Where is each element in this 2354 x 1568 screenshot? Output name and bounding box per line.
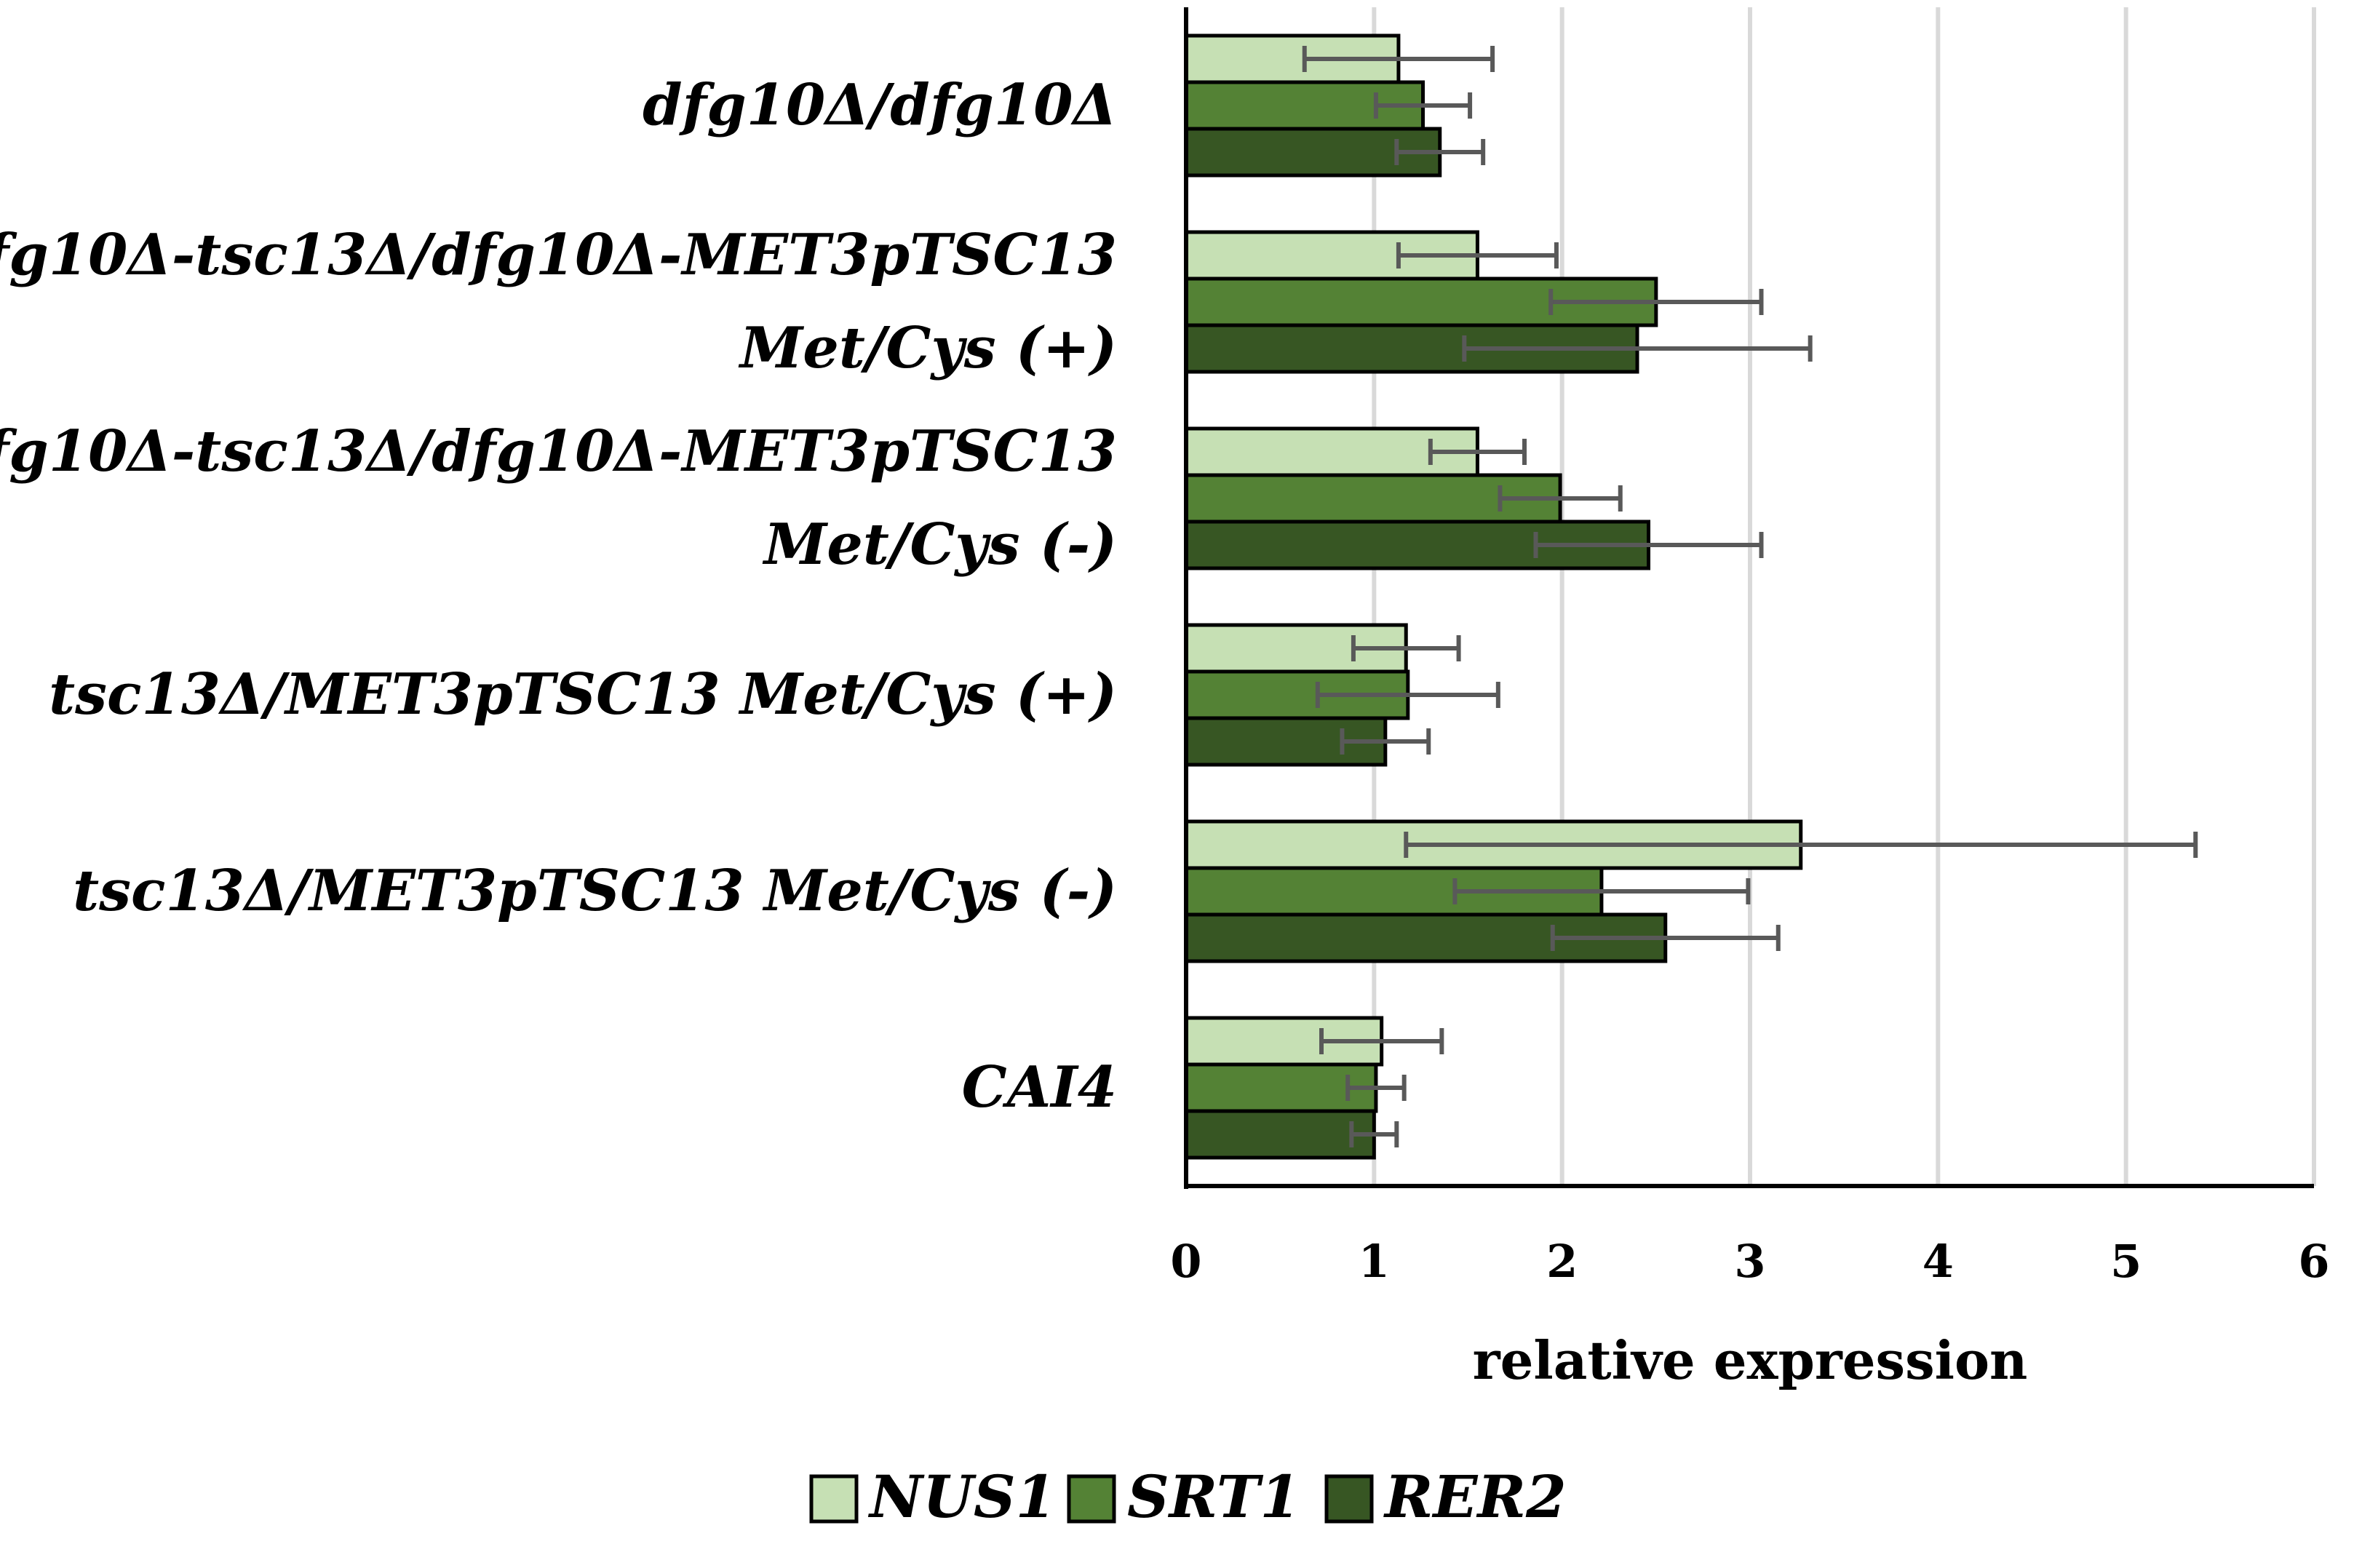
x-tick-label: 2 — [1546, 1235, 1578, 1288]
error-bar-srt1-0 — [1373, 92, 1473, 119]
legend-item-srt1: SRT1 — [1067, 1462, 1300, 1531]
error-bar-srt1-3 — [1315, 682, 1500, 708]
error-bar-nus1-1 — [1396, 242, 1559, 268]
error-bar-nus1-4 — [1404, 832, 2198, 858]
legend-swatch — [1067, 1474, 1116, 1524]
category-label: tsc13Δ/MET3pTSC13 Met/Cys (+) — [49, 661, 1117, 728]
legend-item-nus1: NUS1 — [809, 1462, 1056, 1531]
legend-label: SRT1 — [1127, 1462, 1300, 1531]
category-label: dfg10Δ-tsc13Δ/dfg10Δ-MET3pTSC13 — [0, 222, 1117, 288]
error-bar-srt1-1 — [1548, 289, 1764, 315]
category-labels: dfg10Δ/dfg10Δ dfg10Δ-tsc13Δ/dfg10Δ-MET3pT… — [0, 72, 1117, 1121]
error-bar-nus1-0 — [1302, 46, 1495, 72]
category-label: CAI4 — [962, 1054, 1117, 1121]
error-bar-srt1-5 — [1345, 1075, 1407, 1101]
bar-rer2-5 — [1184, 1109, 1376, 1160]
error-bar-nus1-5 — [1319, 1028, 1444, 1054]
error-bar-rer2-1 — [1462, 335, 1813, 362]
error-bar-rer2-0 — [1394, 139, 1486, 165]
category-label: Met/Cys (+) — [738, 315, 1117, 381]
category-label: Met/Cys (-) — [762, 512, 1117, 578]
error-bar-rer2-2 — [1533, 532, 1764, 558]
x-tick-label: 0 — [1170, 1235, 1201, 1288]
legend: NUS1 SRT1 RER2 — [809, 1462, 1567, 1531]
bar-srt1-5 — [1184, 1062, 1378, 1113]
error-bar-nus1-3 — [1351, 635, 1461, 661]
axes — [1184, 7, 2314, 1189]
legend-item-rer2: RER2 — [1324, 1462, 1567, 1531]
error-bars — [1302, 46, 2198, 1147]
legend-swatch — [1324, 1474, 1374, 1524]
error-bar-srt1-2 — [1498, 485, 1623, 512]
x-tick-label: 5 — [2110, 1235, 2142, 1288]
legend-label: RER2 — [1383, 1462, 1567, 1531]
error-bar-rer2-3 — [1340, 728, 1431, 755]
x-axis-title: relative expression — [1473, 1329, 2028, 1391]
x-tick-labels: 0 1 2 3 4 5 6 — [1170, 1235, 2329, 1288]
x-tick-label: 3 — [1734, 1235, 1765, 1288]
legend-label: NUS1 — [867, 1462, 1056, 1531]
bar-srt1-2 — [1184, 473, 1562, 524]
gridlines — [1372, 7, 2316, 1186]
x-tick-label: 4 — [1922, 1235, 1954, 1288]
category-label: dfg10Δ-tsc13Δ/dfg10Δ-MET3pTSC13 — [0, 418, 1117, 485]
bars — [1184, 33, 1803, 1160]
x-tick-label: 1 — [1359, 1235, 1390, 1288]
legend-swatch — [809, 1474, 859, 1524]
category-label: tsc13Δ/MET3pTSC13 Met/Cys (-) — [73, 858, 1117, 924]
error-bar-nus1-2 — [1428, 439, 1527, 465]
category-label: dfg10Δ/dfg10Δ — [643, 72, 1117, 138]
x-tick-label: 6 — [2298, 1235, 2329, 1288]
error-bar-rer2-5 — [1349, 1121, 1399, 1147]
error-bar-srt1-4 — [1452, 878, 1751, 904]
error-bar-rer2-4 — [1550, 925, 1781, 951]
